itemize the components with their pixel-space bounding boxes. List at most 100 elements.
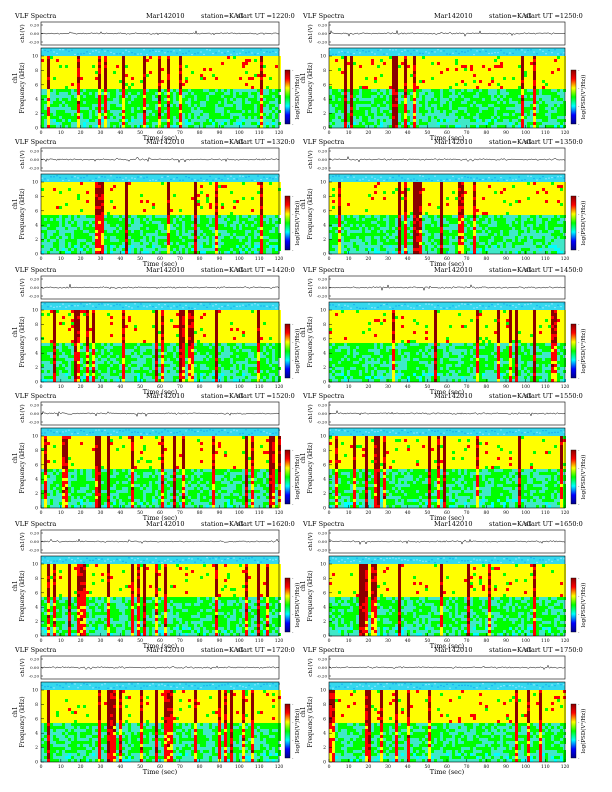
- spectrogram-cell: [260, 89, 263, 92]
- spectrogram-cell: [392, 92, 395, 95]
- spectrogram-cell: [221, 125, 224, 128]
- spectrogram-channel-label: ch1: [12, 72, 19, 83]
- spectrogram-cell: [161, 71, 164, 74]
- spectrogram-cell: [50, 116, 53, 119]
- spectrogram-cell: [65, 62, 68, 65]
- spectrogram-cell: [431, 56, 434, 59]
- spectrogram-cell: [494, 95, 497, 98]
- spectrogram-cell: [542, 68, 545, 71]
- spectrogram-cell: [479, 92, 482, 95]
- spectrogram-cell: [134, 113, 137, 116]
- spectrogram-cell: [95, 218, 98, 221]
- spectrogram-cell: [254, 218, 257, 221]
- spectrogram-cell: [215, 65, 218, 68]
- spectrogram-cell: [263, 251, 266, 254]
- spectrogram-cell: [329, 95, 332, 98]
- spectrogram-cell: [494, 83, 497, 86]
- spectrogram-cell: [470, 68, 473, 71]
- spectrogram-cell: [440, 59, 443, 62]
- time-axis-label: Time (sec): [143, 260, 178, 268]
- spectrogram-cell: [215, 236, 218, 239]
- spectrogram-cell: [506, 80, 509, 83]
- spectrogram-cell: [197, 188, 200, 191]
- spectrogram-cell: [278, 185, 281, 188]
- spectrogram-cell: [518, 65, 521, 68]
- spectrogram-cell: [242, 175, 244, 177]
- spectrogram-cell: [44, 194, 47, 197]
- spectrogram-cell: [560, 62, 563, 65]
- spectrogram-cell: [179, 65, 182, 68]
- spectrogram-cell: [92, 83, 95, 86]
- spectrogram-cell: [65, 113, 68, 116]
- spectrogram-cell: [557, 89, 560, 92]
- spectrogram-cell: [95, 188, 98, 191]
- spectrogram-cell: [200, 227, 203, 230]
- spectrogram-cell: [275, 176, 277, 178]
- spectrogram-cell: [179, 221, 182, 224]
- spectrogram-cell: [119, 119, 122, 122]
- spectrogram-cell: [239, 200, 242, 203]
- spectrogram-cell: [410, 179, 412, 181]
- spectrogram-cell: [350, 56, 353, 59]
- spectrogram-cell: [83, 104, 86, 107]
- spectrogram-cell: [245, 62, 248, 65]
- spectrogram-cell: [425, 51, 427, 53]
- spectrogram-cell: [164, 203, 167, 206]
- spectrogram-cell: [239, 218, 242, 221]
- time-tick-label: 60: [157, 130, 163, 136]
- spectrogram-cell: [134, 110, 137, 113]
- spectrogram-cell: [191, 71, 194, 74]
- spectrogram-cell: [245, 52, 247, 54]
- spectrogram-cell: [224, 191, 227, 194]
- spectrogram-cell: [512, 59, 515, 62]
- spectrogram-cell: [548, 125, 551, 128]
- spectrogram-cell: [350, 59, 353, 62]
- spectrogram-cell: [215, 188, 218, 191]
- spectrogram-cell: [101, 68, 104, 71]
- spectrogram-cell: [233, 77, 236, 80]
- spectrogram-cell: [92, 209, 95, 212]
- spectrogram-cell: [167, 227, 170, 230]
- spectrogram-cell: [473, 98, 476, 101]
- spectrogram-cell: [176, 212, 179, 215]
- spectrogram-cell: [395, 95, 398, 98]
- spectrogram-cell: [485, 122, 488, 125]
- spectrogram-cell: [272, 203, 275, 206]
- spectrogram-cell: [179, 104, 182, 107]
- spectrogram-cell: [143, 86, 146, 89]
- spectrogram-cell: [86, 119, 89, 122]
- spectrogram-cell: [389, 65, 392, 68]
- spectrogram-cell: [464, 116, 467, 119]
- spectrogram-cell: [77, 56, 80, 59]
- spectrogram-cell: [41, 62, 44, 65]
- spectrogram-cell: [269, 107, 272, 110]
- spectrogram-cell: [347, 62, 350, 65]
- spectrogram-cell: [404, 65, 407, 68]
- spectrogram-cell: [59, 200, 62, 203]
- time-tick-label: 70: [464, 130, 470, 136]
- spectrogram-cell: [356, 68, 359, 71]
- spectrogram-cell: [170, 95, 173, 98]
- spectrogram-cell: [464, 86, 467, 89]
- spectrogram-cell: [557, 53, 559, 55]
- spectrogram-cell: [347, 56, 350, 59]
- spectrogram-cell: [362, 62, 365, 65]
- spectrogram-cell: [377, 62, 380, 65]
- spectrogram-cell: [200, 224, 203, 227]
- spectrogram-cell: [80, 80, 83, 83]
- spectrogram-cell: [83, 56, 86, 59]
- spectrogram-cell: [194, 68, 197, 71]
- spectrogram-cell: [467, 71, 470, 74]
- spectrogram-cell: [71, 242, 74, 245]
- spectrogram-cell: [368, 56, 371, 59]
- spectrogram-cell: [473, 92, 476, 95]
- spectrogram-cell: [254, 197, 257, 200]
- spectrogram-cell: [218, 203, 221, 206]
- spectrogram-cell: [74, 191, 77, 194]
- spectrogram-cell: [83, 209, 86, 212]
- spectrogram-cell: [395, 65, 398, 68]
- spectrogram-cell: [512, 77, 515, 80]
- spectrogram-cell: [161, 251, 164, 254]
- spectrogram-cell: [131, 218, 134, 221]
- spectrogram-cell: [65, 194, 68, 197]
